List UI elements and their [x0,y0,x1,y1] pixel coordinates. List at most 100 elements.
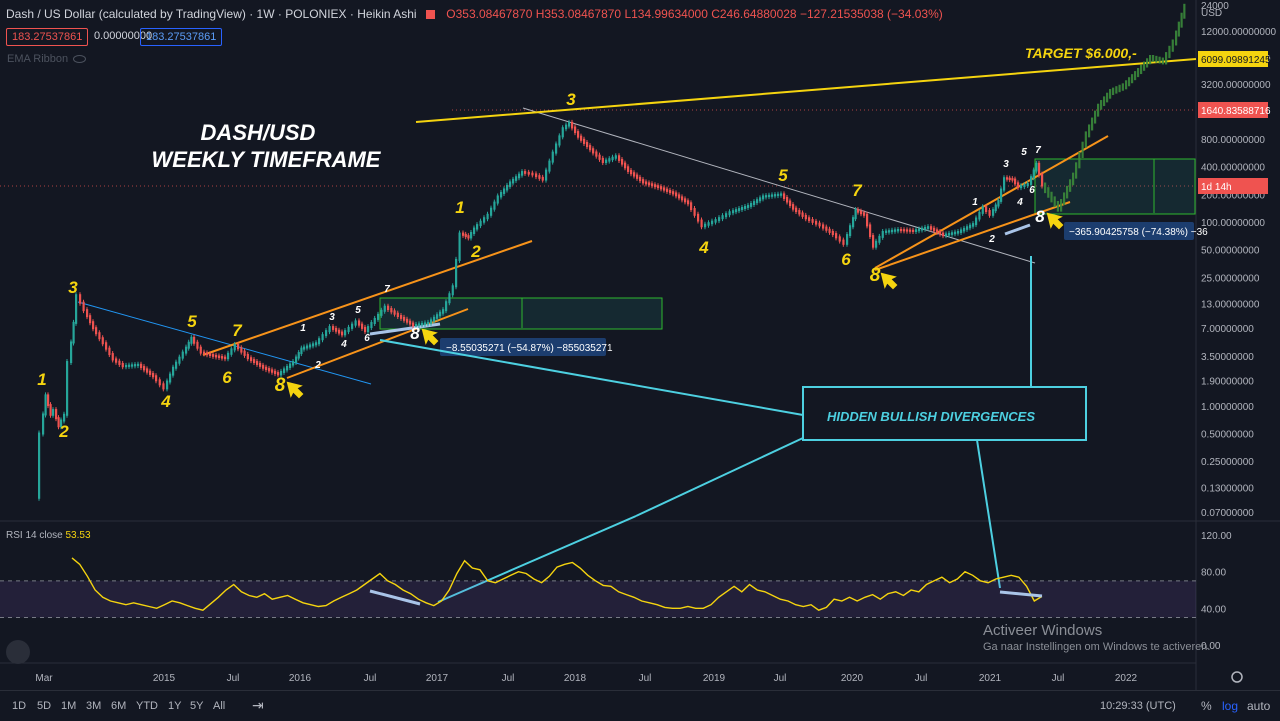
candle [175,361,178,369]
candle [954,231,957,235]
timeframe-all[interactable]: All [213,700,226,712]
candle [577,131,580,138]
candle [500,191,503,198]
candle [430,319,433,324]
wave-label: 5 [187,312,197,331]
candle [306,345,309,349]
projected-candle [1044,182,1047,194]
tradingview-logo-icon[interactable] [6,640,30,664]
candle [265,366,268,371]
candle [70,341,73,364]
rsi-tick-label: 40.00 [1201,604,1226,615]
ask-price-pill[interactable]: 183.27537861 [140,28,223,46]
candle [421,322,424,326]
candle [811,219,814,223]
timeframe-5y[interactable]: 5Y [190,700,204,712]
candle [370,322,373,329]
projected-candle [1078,152,1081,169]
projected-candle [1155,55,1158,63]
utc-clock[interactable]: 10:29:33 (UTC) [1100,700,1176,712]
candle [451,285,454,296]
candle [418,323,421,326]
candle [611,156,614,161]
divergence-price-2021 [1004,223,1031,236]
candle [792,204,795,210]
price-tick-label: 0.07000000 [1201,508,1254,519]
candle [555,143,558,154]
candle [936,229,939,233]
candle [63,413,66,422]
candle [849,225,852,237]
annotation-title-line2: WEEKLY TIMEFRAME [152,147,382,172]
candle [490,207,493,216]
bid-price-pill[interactable]: 183.27537861 [6,28,89,46]
candle [568,121,571,127]
candle [774,194,777,197]
candle [592,148,595,154]
candle [166,380,169,390]
target-line [415,58,1197,123]
candle [274,370,277,375]
candle [900,228,903,232]
projected-candle [1047,187,1050,198]
candle [687,200,690,205]
timeframe-5d[interactable]: 5D [37,700,52,712]
candle [118,360,121,365]
auto-scale-toggle[interactable]: auto [1247,699,1271,713]
candle [341,331,344,336]
candle [645,181,648,185]
candle [1032,169,1035,179]
wave-label: 4 [1016,197,1023,208]
candle [818,222,821,227]
candle [1003,177,1006,191]
candle [897,228,900,232]
candle [894,229,897,232]
wave-label: 7 [384,284,390,295]
candle [396,312,399,318]
callout-pointer-rsi-2016-b [437,515,637,603]
candle [756,199,759,204]
projected-candle [1131,74,1134,84]
timeframe-1m[interactable]: 1M [61,700,77,712]
percent-scale-toggle[interactable]: % [1201,699,1212,713]
candle [318,338,321,345]
log-scale-toggle[interactable]: log [1222,699,1239,713]
candle [909,229,912,232]
projected-candle [1125,80,1128,90]
wave-label: 5 [355,305,361,316]
date-range-icon[interactable]: ⇥ [252,697,264,713]
candle [347,326,350,333]
candle [82,301,85,312]
ema-ribbon-legend[interactable]: EMA Ribbon [7,53,87,65]
projected-candle [1183,3,1186,19]
timeframe-1d[interactable]: 1D [12,700,27,712]
projected-candle [1100,100,1103,110]
time-tick-label: Jul [1052,673,1065,684]
timeframe-3m[interactable]: 3M [86,700,102,712]
timeframe-ytd[interactable]: YTD [136,700,158,712]
candle [162,383,165,390]
candle [595,151,598,157]
timeframe-1y[interactable]: 1Y [168,700,182,712]
candle [728,211,731,216]
candle [224,356,227,360]
projected-candle [1091,117,1094,131]
candle [483,217,486,223]
candle [503,188,506,194]
projected-candle [1050,191,1053,203]
candle [697,213,700,222]
projected-candle [1115,86,1118,94]
candle [332,326,335,330]
candle [660,186,663,190]
projected-candle [1152,55,1155,62]
candle [783,193,786,199]
time-tick-label: 2017 [426,673,449,684]
candle [115,358,118,363]
timeframe-6m[interactable]: 6M [111,700,127,712]
candle [506,184,509,191]
eye-icon[interactable] [73,55,87,64]
projected-candle [1066,185,1069,199]
projected-candle [1171,39,1174,52]
